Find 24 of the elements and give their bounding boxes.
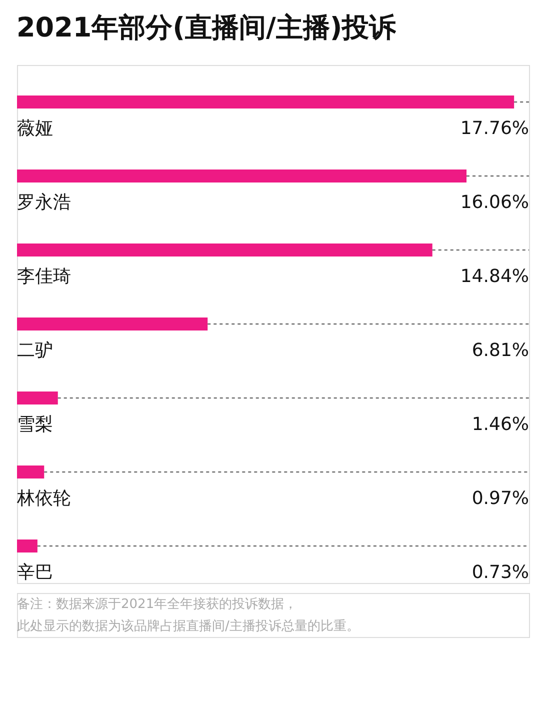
- y-tick-label: 林依轮: [16, 488, 71, 509]
- bar: [17, 318, 208, 330]
- data-label: 1.46%: [472, 414, 529, 435]
- y-tick-label: 李佳琦: [17, 266, 71, 287]
- chart-title: 2021年部分(直播间/主播)投诉: [16, 12, 398, 44]
- y-tick-label: 罗永浩: [17, 192, 71, 213]
- bar: [17, 392, 58, 404]
- bar: [17, 466, 44, 478]
- y-tick-label: 二驴: [17, 340, 53, 361]
- bar: [17, 170, 467, 182]
- y-tick-label: 雪梨: [17, 414, 53, 435]
- text: 此处显示的数据为该品牌占据直播间/主播投诉总量的比重。: [17, 618, 360, 634]
- data-label: 0.97%: [472, 488, 529, 509]
- bar: [17, 540, 38, 552]
- data-label: 6.81%: [472, 340, 529, 361]
- data-label: 17.76%: [460, 118, 529, 139]
- data-label: 14.84%: [460, 266, 529, 287]
- data-label: 16.06%: [460, 192, 529, 213]
- y-tick-label: 辛巴: [17, 562, 53, 583]
- y-tick-label: 薇娅: [17, 118, 53, 139]
- text: 备注：数据来源于2021年全年接获的投诉数据，: [17, 597, 298, 612]
- bar: [17, 96, 514, 108]
- bar: [17, 244, 432, 256]
- data-label: 0.73%: [472, 562, 529, 583]
